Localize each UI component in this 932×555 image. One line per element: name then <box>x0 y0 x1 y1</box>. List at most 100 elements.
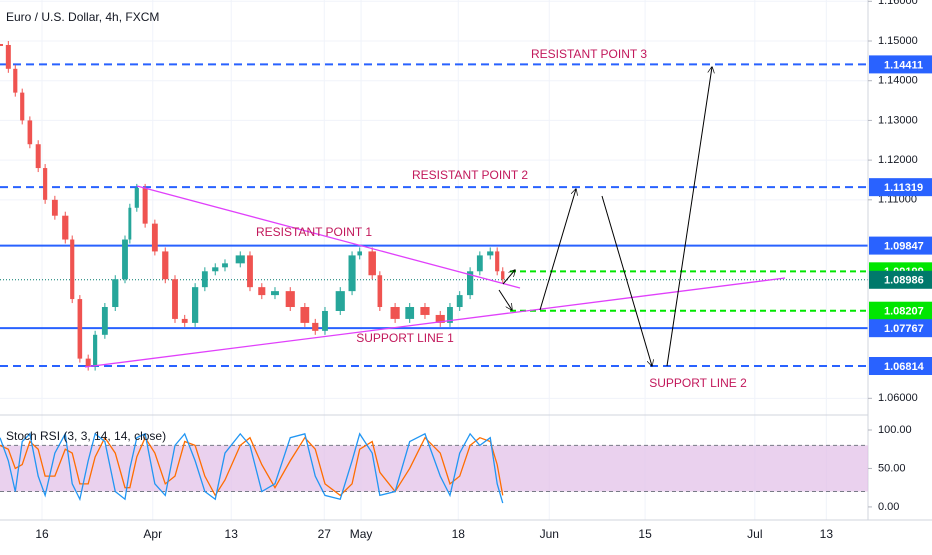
candle <box>495 251 500 272</box>
price-label: 1.11319 <box>884 182 923 194</box>
x-tick-label: May <box>350 527 373 541</box>
x-tick-label: Apr <box>143 527 162 541</box>
candle <box>43 168 48 200</box>
candle <box>85 358 91 367</box>
candle <box>456 295 463 308</box>
candle <box>335 291 345 311</box>
price-levels <box>0 63 868 368</box>
drawings <box>84 67 786 368</box>
y-tick-label: 1.13000 <box>878 114 918 126</box>
candle <box>271 291 279 296</box>
candle <box>300 307 310 323</box>
candle <box>222 263 228 268</box>
arrow <box>666 67 712 367</box>
candles <box>0 40 505 371</box>
y-tick-label: 1.16000 <box>878 0 918 7</box>
price-label-box <box>869 319 932 338</box>
candle <box>77 299 83 359</box>
price-label-box <box>869 55 932 74</box>
candle <box>487 251 494 256</box>
annotation: SUPPORT LINE 2 <box>649 376 747 390</box>
candle <box>181 318 188 323</box>
x-tick-label: 27 <box>318 527 332 541</box>
price-label-box <box>869 236 932 255</box>
candle <box>134 187 139 208</box>
candle <box>247 255 253 288</box>
candle <box>172 279 178 319</box>
y-tick-label: 1.12000 <box>878 154 918 166</box>
price-label: 1.08207 <box>884 306 924 318</box>
candle <box>27 120 33 145</box>
x-tick-label: 18 <box>452 527 466 541</box>
price-label-box <box>869 178 932 197</box>
candle <box>35 144 41 169</box>
trend-line <box>84 277 786 368</box>
arrow <box>502 270 515 285</box>
y-tick-label: 1.11000 <box>878 194 917 206</box>
candle <box>285 291 295 308</box>
candle <box>348 255 356 292</box>
price-label: 1.06814 <box>884 361 925 373</box>
candle <box>101 307 108 335</box>
annotation: SUPPORT LINE 1 <box>356 331 454 345</box>
candle <box>70 239 75 300</box>
candle <box>13 68 18 93</box>
band <box>0 445 868 492</box>
y-tick-label: 1.14000 <box>878 75 918 87</box>
candle <box>201 271 208 288</box>
annotation: RESISTANT POINT 1 <box>256 225 372 239</box>
arrow <box>498 289 512 310</box>
y-tick-label: 100.00 <box>878 424 912 436</box>
arrow <box>539 189 576 311</box>
candle <box>258 287 266 296</box>
indicator: 0.00 50.00 100.00 <box>0 424 912 513</box>
price-label-box <box>869 270 932 289</box>
y-tick-label: 50.00 <box>878 462 906 474</box>
candle <box>128 207 132 240</box>
x-tick-label: 16 <box>35 527 49 541</box>
candle <box>390 307 400 319</box>
x-tick-label: Jun <box>540 527 559 541</box>
candle <box>20 92 25 121</box>
candle <box>447 307 453 323</box>
price-label: 1.07767 <box>884 323 924 335</box>
candle <box>162 251 169 280</box>
price-label: 1.14411 <box>884 59 923 71</box>
indicator-title: Stoch RSI (3, 3, 14, 14, close) <box>6 429 166 443</box>
candle <box>51 199 58 216</box>
candle <box>151 223 158 252</box>
candle <box>235 255 245 264</box>
candle <box>93 334 98 367</box>
candle <box>192 287 199 323</box>
candle <box>142 187 148 224</box>
y-tick-label: 0.00 <box>878 501 899 513</box>
y-tick-label: 1.15000 <box>878 35 918 47</box>
price-label-box <box>869 301 932 320</box>
candle <box>466 271 474 296</box>
stoch-line <box>0 431 504 504</box>
candle <box>312 322 319 331</box>
x-tick-label: 13 <box>225 527 239 541</box>
candle <box>420 307 430 315</box>
candle <box>377 275 383 308</box>
price-label: 1.09847 <box>884 240 924 252</box>
annotation: RESISTANT POINT 3 <box>531 47 647 61</box>
candle <box>62 215 69 240</box>
x-tick-label: Jul <box>747 527 762 541</box>
annotation: RESISTANT POINT 2 <box>412 168 528 182</box>
candle <box>122 239 128 280</box>
candle <box>405 307 415 319</box>
candle <box>112 279 119 308</box>
candle <box>435 314 445 323</box>
candle <box>476 255 483 272</box>
x-tick-label: 13 <box>820 527 834 541</box>
candle <box>5 44 11 69</box>
candle <box>322 310 328 331</box>
chart-title: Euro / U.S. Dollar, 4h, FXCM <box>6 10 159 24</box>
trend-line <box>136 185 521 289</box>
price-label: 1.08986 <box>884 275 924 287</box>
candle <box>212 267 219 272</box>
y-tick-label: 1.06000 <box>878 392 918 404</box>
candle <box>501 271 505 280</box>
